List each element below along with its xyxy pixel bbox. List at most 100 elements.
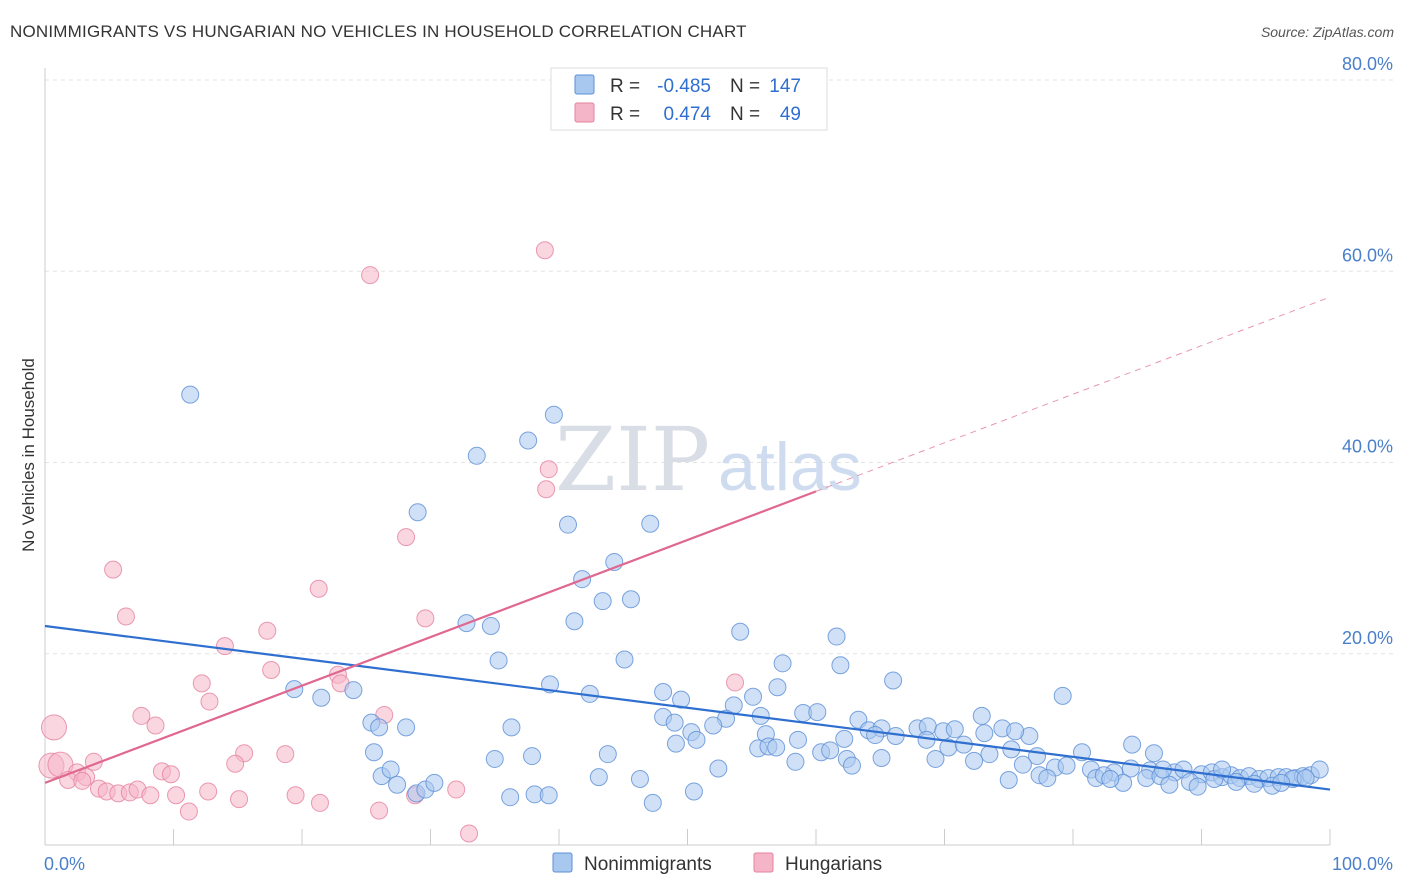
nonimmigrants-point-142 [1213, 760, 1232, 779]
nonimmigrants-point-67 [821, 741, 840, 760]
series-label-hungarians: Hungarians [785, 854, 882, 875]
nonimmigrants-point-124 [1038, 769, 1057, 788]
nonimmigrants-point-135 [1245, 774, 1264, 793]
hungarians-point-28 [226, 754, 245, 773]
y-tick-label-3: 80.0% [1342, 54, 1393, 74]
nonimmigrants-point-15 [827, 627, 846, 646]
legend-swatch-hungarians [574, 102, 595, 123]
hungarians-point-2 [539, 460, 558, 479]
nonimmigrants-point-10 [621, 590, 640, 609]
y-tick-label-0: 20.0% [1342, 628, 1393, 648]
nonimmigrants-point-139 [1123, 735, 1142, 754]
nonimmigrants-point-28 [768, 678, 787, 697]
series-swatch-nonimmigrants [552, 852, 573, 873]
watermark-zip: ZIP [555, 408, 710, 511]
nonimmigrants-point-42 [502, 718, 521, 737]
hungarians-point-15 [200, 692, 219, 711]
nonimmigrants-point-32 [808, 703, 827, 722]
nonimmigrants-point-86 [1057, 756, 1076, 775]
hungarians-point-38 [141, 786, 160, 805]
nonimmigrants-point-117 [630, 770, 649, 789]
hungarians-point-16 [726, 673, 745, 692]
nonimmigrants-point-68 [767, 738, 786, 757]
series-swatch-hungarians [753, 852, 774, 873]
nonimmigrants-point-109 [388, 775, 407, 794]
nonimmigrants-point-54 [975, 724, 994, 743]
hungarians-point-5 [104, 560, 123, 579]
legend-n-label-hungarians: N = [730, 104, 760, 125]
hungarians-point-6 [309, 579, 328, 598]
legend-n-value-hungarians: 49 [780, 104, 801, 125]
watermark: ZIP atlas [555, 408, 862, 511]
hungarians-point-0 [535, 241, 554, 260]
nonimmigrants-point-19 [831, 656, 850, 675]
nonimmigrants-point-13 [481, 617, 500, 636]
nonimmigrants-point-3 [544, 405, 563, 424]
nonimmigrants-point-27 [672, 690, 691, 709]
legend-swatch-nonimmigrants [574, 74, 595, 95]
nonimmigrants-point-18 [773, 654, 792, 673]
hungarians-point-3 [537, 480, 556, 499]
nonimmigrants-point-81 [872, 748, 891, 767]
nonimmigrants-point-23 [344, 681, 363, 700]
nonimmigrants-point-130 [1160, 775, 1179, 794]
nonimmigrants-point-71 [980, 745, 999, 764]
hungarians-point-27 [161, 765, 180, 784]
nonimmigrants-point-75 [364, 743, 383, 762]
hungarians-point-42 [230, 790, 249, 809]
nonimmigrants-point-17 [615, 650, 634, 669]
hungarians-trend-line [44, 490, 817, 784]
hungarians-point-48 [460, 824, 479, 843]
hungarians-point-20 [40, 714, 67, 741]
nonimmigrants-point-9 [593, 592, 612, 611]
nonimmigrants-point-113 [501, 788, 520, 807]
legend-r-value-nonimmigrants: -0.485 [657, 76, 711, 97]
y-tick-label-2: 60.0% [1342, 245, 1393, 265]
nonimmigrants-point-77 [523, 747, 542, 766]
hungarians-point-1 [361, 266, 380, 285]
legend-n-value-nonimmigrants: 147 [769, 76, 801, 97]
nonimmigrants-point-84 [1013, 755, 1032, 774]
nonimmigrants-point-62 [666, 734, 685, 753]
nonimmigrants-point-58 [789, 730, 808, 749]
nonimmigrants-point-106 [1310, 760, 1329, 779]
legend-r-label-nonimmigrants: R = [610, 76, 640, 97]
nonimmigrants-point-112 [425, 773, 444, 792]
nonimmigrants-point-115 [539, 786, 558, 805]
source-credit: Source: ZipAtlas.com [1260, 24, 1394, 40]
hungarians-point-13 [192, 674, 211, 693]
hungarians-point-22 [276, 745, 295, 764]
nonimmigrants-point-56 [1006, 722, 1025, 741]
nonimmigrants-point-140 [1144, 744, 1163, 763]
nonimmigrants-point-59 [835, 729, 854, 748]
nonimmigrants-point-63 [687, 730, 706, 749]
hungarians-point-44 [310, 793, 329, 812]
y-tick-label-1: 40.0% [1342, 437, 1393, 457]
nonimmigrants-point-2 [519, 431, 538, 450]
nonimmigrants-point-132 [1188, 777, 1207, 796]
hungarians-point-11 [262, 661, 281, 680]
nonimmigrants-point-4 [408, 503, 427, 522]
tick-labels: 20.0% 40.0% 60.0% 80.0% 0.0% 100.0% [44, 54, 1393, 874]
nonimmigrants-point-11 [565, 612, 584, 631]
series-label-nonimmigrants: Nonimmigrants [584, 854, 712, 875]
hungarians-point-19 [146, 716, 165, 735]
nonimmigrants-point-6 [641, 514, 660, 533]
hungarians-point-8 [416, 609, 435, 628]
hungarians-point-40 [179, 802, 198, 821]
nonimmigrants-point-26 [654, 683, 673, 701]
nonimmigrants-point-143 [1101, 770, 1120, 789]
hungarians-point-43 [286, 786, 305, 805]
correlation-legend: R = -0.485 N = 147 R = 0.474 N = 49 [550, 67, 828, 131]
nonimmigrants-point-52 [945, 720, 964, 739]
nonimmigrants-point-60 [866, 726, 885, 745]
hungarians-point-17 [132, 706, 151, 725]
nonimmigrants-point-79 [786, 752, 805, 771]
nonimmigrants-point-122 [999, 770, 1018, 789]
series-legend: Nonimmigrants Hungarians [552, 852, 882, 875]
hungarians-point-7 [116, 607, 135, 626]
nonimmigrants-point-0 [181, 385, 200, 404]
hungarians-point-45 [370, 801, 389, 820]
x-tick-label-0: 0.0% [44, 854, 85, 874]
